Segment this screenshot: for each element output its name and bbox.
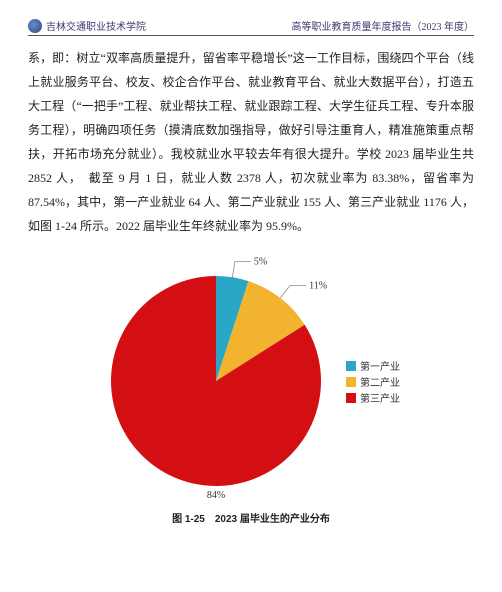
pie-label: 11% [309, 280, 327, 291]
legend-marker [346, 377, 356, 387]
legend-label: 第三产业 [360, 392, 400, 405]
page-header: 吉林交通职业技术学院 高等职业教育质量年度报告（2023 年度） [28, 18, 474, 33]
page: 吉林交通职业技术学院 高等职业教育质量年度报告（2023 年度） 系，即：树立“… [0, 0, 502, 545]
report-title: 高等职业教育质量年度报告（2023 年度） [292, 18, 475, 33]
school-name: 吉林交通职业技术学院 [46, 18, 146, 33]
legend-label: 第一产业 [360, 360, 400, 373]
legend-label: 第二产业 [360, 376, 400, 389]
pie-label: 5% [254, 256, 267, 267]
chart-caption: 图 1-25 2023 届毕业生的产业分布 [28, 510, 474, 525]
industry-pie-chart: 5% 11% 84% 第一产业第二产业第三产业 [86, 246, 416, 506]
header-left-group: 吉林交通职业技术学院 [28, 18, 146, 33]
legend-marker [346, 361, 356, 371]
legend-marker [346, 393, 356, 403]
header-divider [28, 35, 474, 36]
body-paragraph: 系，即：树立“双率高质量提升，留省率平稳增长”这一工作目标，围绕四个平台（线上就… [28, 46, 474, 238]
pie-label: 84% [207, 490, 225, 501]
school-logo-icon [28, 19, 42, 33]
pie-chart-container: 5% 11% 84% 第一产业第二产业第三产业 [86, 246, 416, 506]
